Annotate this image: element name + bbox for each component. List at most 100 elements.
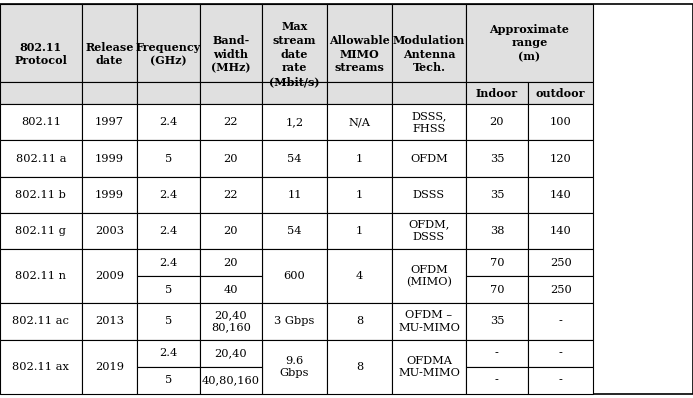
Text: Approximate
range
(m): Approximate range (m) <box>489 23 570 62</box>
Bar <box>137 213 200 249</box>
Bar <box>200 367 262 394</box>
Bar <box>528 339 593 367</box>
Bar <box>392 140 466 177</box>
Text: 20: 20 <box>224 258 238 267</box>
Bar <box>0 177 82 213</box>
Bar <box>262 104 327 140</box>
Bar <box>137 339 200 367</box>
Text: 2009: 2009 <box>95 271 124 281</box>
Text: 2.4: 2.4 <box>159 117 177 127</box>
Text: 1: 1 <box>356 226 363 236</box>
Bar <box>327 82 392 104</box>
Bar <box>262 82 327 104</box>
Text: 5: 5 <box>165 375 172 385</box>
Text: DSSS: DSSS <box>413 190 445 200</box>
Text: 250: 250 <box>550 258 572 267</box>
Bar <box>200 177 262 213</box>
Text: 1999: 1999 <box>95 154 124 164</box>
Text: 20: 20 <box>490 117 504 127</box>
Bar <box>528 276 593 303</box>
Text: Allowable
MIMO
streams: Allowable MIMO streams <box>329 35 390 73</box>
Text: 22: 22 <box>224 190 238 200</box>
Text: 54: 54 <box>288 226 301 236</box>
Text: 40: 40 <box>224 285 238 295</box>
Text: 54: 54 <box>288 154 301 164</box>
Bar <box>200 82 262 104</box>
Text: 2.4: 2.4 <box>159 190 177 200</box>
Text: 8: 8 <box>356 362 363 372</box>
Text: -: - <box>559 375 563 385</box>
Bar <box>327 213 392 249</box>
Bar <box>528 82 593 104</box>
Bar <box>528 303 593 339</box>
Bar <box>327 4 392 82</box>
Bar <box>0 82 82 104</box>
Text: 40,80,160: 40,80,160 <box>202 375 260 385</box>
Bar <box>0 249 82 303</box>
Text: 600: 600 <box>283 271 306 281</box>
Bar <box>392 213 466 249</box>
Bar <box>200 249 262 276</box>
Bar <box>528 104 593 140</box>
Bar <box>392 177 466 213</box>
Bar <box>466 177 528 213</box>
Bar <box>466 213 528 249</box>
Text: 5: 5 <box>165 154 172 164</box>
Text: 3 Gbps: 3 Gbps <box>274 316 315 326</box>
Text: Indoor: Indoor <box>476 88 518 99</box>
Text: Band-
width
(MHz): Band- width (MHz) <box>211 35 250 73</box>
Bar <box>466 276 528 303</box>
Text: 802.11 b: 802.11 b <box>15 190 67 200</box>
Bar <box>466 82 528 104</box>
Text: 70: 70 <box>490 258 504 267</box>
Text: 4: 4 <box>356 271 363 281</box>
Bar <box>137 303 200 339</box>
Bar <box>466 104 528 140</box>
Bar <box>200 213 262 249</box>
Bar <box>528 140 593 177</box>
Bar <box>262 213 327 249</box>
Text: 35: 35 <box>490 154 504 164</box>
Text: 5: 5 <box>165 316 172 326</box>
Bar <box>262 339 327 394</box>
Text: 20,40: 20,40 <box>214 348 247 358</box>
Text: -: - <box>495 348 499 358</box>
Bar <box>82 303 137 339</box>
Bar <box>200 339 262 367</box>
Text: 802.11 a: 802.11 a <box>16 154 66 164</box>
Bar <box>82 104 137 140</box>
Bar <box>0 339 82 394</box>
Bar <box>466 367 528 394</box>
Text: 802.11: 802.11 <box>21 117 61 127</box>
Text: 20: 20 <box>224 154 238 164</box>
Bar <box>137 4 200 82</box>
Text: -: - <box>559 348 563 358</box>
Bar <box>327 303 392 339</box>
Bar <box>528 177 593 213</box>
Text: 2.4: 2.4 <box>159 258 177 267</box>
Bar <box>0 140 82 177</box>
Bar <box>0 213 82 249</box>
Bar <box>466 303 528 339</box>
Bar <box>466 140 528 177</box>
Bar <box>0 104 82 140</box>
Text: 1997: 1997 <box>95 117 124 127</box>
Text: 802.11 ax: 802.11 ax <box>12 362 69 372</box>
Text: Frequency
(GHz): Frequency (GHz) <box>136 42 201 66</box>
Bar <box>528 367 593 394</box>
Bar <box>528 249 593 276</box>
Text: OFDMA
MU-MIMO: OFDMA MU-MIMO <box>398 355 460 378</box>
Bar <box>262 249 327 303</box>
Text: 802.11
Protocol: 802.11 Protocol <box>15 42 67 66</box>
Bar <box>137 104 200 140</box>
Bar <box>200 4 262 82</box>
Bar <box>200 140 262 177</box>
Text: 9.6
Gbps: 9.6 Gbps <box>280 355 309 378</box>
Bar <box>392 4 466 82</box>
Bar <box>137 177 200 213</box>
Text: 2.4: 2.4 <box>159 348 177 358</box>
Text: Max
stream
date
rate
(Mbit/s): Max stream date rate (Mbit/s) <box>270 21 319 87</box>
Bar <box>327 339 392 394</box>
Bar <box>82 4 137 82</box>
Bar <box>262 177 327 213</box>
